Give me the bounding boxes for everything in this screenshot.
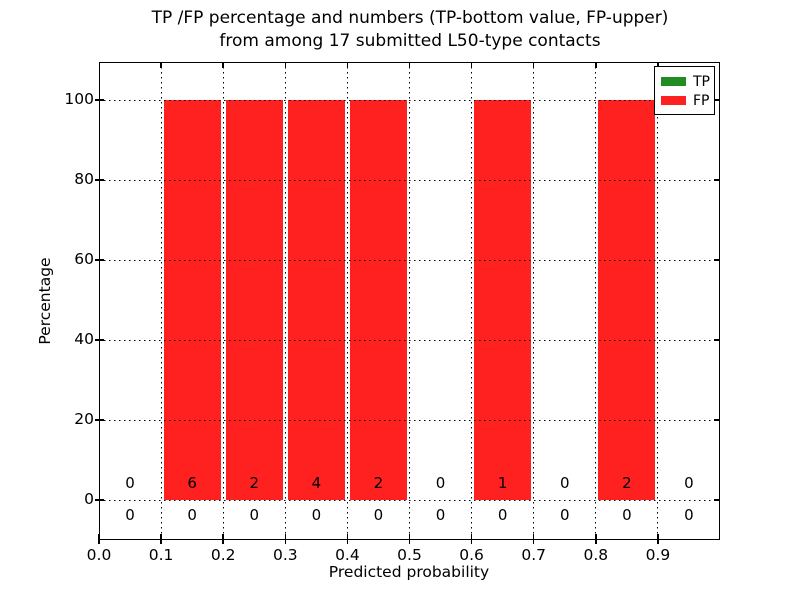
x-tick-mark-top [346, 62, 349, 68]
x-tick-mark [532, 533, 535, 544]
fp-count-label: 4 [311, 474, 322, 492]
y-tick-mark [94, 179, 104, 181]
v-gridline [346, 62, 348, 540]
tp-count-label: 0 [373, 506, 384, 524]
chart-title: TP /FP percentage and numbers (TP-bottom… [110, 7, 710, 53]
y-tick-label: 0 [84, 490, 94, 508]
v-gridline [471, 62, 473, 540]
fp-count-label: 2 [622, 474, 632, 492]
y-tick-mark-right [713, 99, 720, 101]
x-tick-label: 0.4 [335, 546, 360, 564]
x-tick-mark-top [595, 62, 597, 68]
legend-label-fp: FP [693, 92, 710, 109]
y-tick-mark-right [713, 259, 720, 261]
tp-count-label: 0 [435, 506, 446, 524]
y-tick-mark [94, 339, 104, 341]
fp-bar [598, 100, 656, 500]
y-tick-mark [94, 259, 104, 261]
y-tick-mark-right [713, 419, 720, 421]
y-tick-label: 80 [74, 170, 94, 188]
v-gridline [284, 62, 286, 540]
y-tick-mark [94, 99, 104, 101]
x-tick-mark [470, 533, 473, 544]
x-tick-label: 0.2 [210, 546, 236, 564]
tp-count-label: 0 [311, 506, 322, 524]
x-tick-mark [98, 533, 100, 544]
y-tick-mark-right [713, 499, 720, 501]
tp-count-label: 0 [187, 506, 197, 524]
x-tick-label: 0.9 [645, 546, 671, 564]
fp-bar [287, 100, 345, 500]
fp-count-label: 2 [249, 474, 260, 492]
x-tick-mark [160, 533, 162, 544]
fp-count-label: 0 [559, 474, 570, 492]
x-tick-mark [284, 533, 287, 544]
x-tick-mark-top [657, 62, 659, 68]
v-gridline [533, 62, 535, 540]
tp-count-label: 0 [497, 506, 508, 524]
x-tick-mark [222, 533, 224, 544]
y-tick-label: 100 [64, 90, 94, 108]
y-axis-label: Percentage [36, 257, 54, 345]
chart-title-line2: from among 17 submitted L50-type contact… [219, 31, 601, 51]
tp-count-label: 0 [249, 506, 260, 524]
tp-count-label: 0 [622, 506, 632, 524]
tp-count-label: 0 [684, 506, 694, 524]
x-tick-mark [346, 533, 349, 544]
fp-bar [163, 100, 221, 500]
x-tick-mark [657, 533, 659, 544]
v-gridline [657, 62, 659, 540]
v-gridline [409, 62, 410, 540]
fp-bar [474, 100, 532, 500]
x-tick-label: 0.8 [583, 546, 609, 564]
x-tick-mark [408, 533, 411, 544]
x-tick-label: 0.7 [521, 546, 547, 564]
legend: TP FP [654, 66, 715, 115]
fp-count-label: 0 [125, 474, 135, 492]
y-tick-label: 60 [74, 250, 94, 268]
fp-count-label: 2 [373, 474, 384, 492]
x-tick-label: 0.6 [459, 546, 484, 564]
fp-count-label: 1 [497, 474, 508, 492]
x-tick-mark-top [532, 62, 535, 68]
v-gridline [222, 62, 224, 540]
legend-label-tp: TP [693, 73, 710, 90]
y-tick-mark [94, 419, 104, 421]
x-tick-label: 0.5 [397, 546, 422, 564]
y-tick-mark-right [713, 339, 720, 341]
y-tick-mark-right [713, 179, 720, 181]
fp-bar [349, 100, 407, 500]
x-axis-label: Predicted probability [328, 563, 490, 581]
tp-count-label: 0 [559, 506, 570, 524]
x-tick-mark-top [284, 62, 287, 68]
x-tick-label: 0.3 [272, 546, 298, 564]
fp-swatch-icon [661, 96, 686, 105]
x-tick-mark-top [470, 62, 473, 68]
chart-title-line1: TP /FP percentage and numbers (TP-bottom… [151, 8, 669, 28]
legend-row-fp: FP [661, 91, 710, 110]
tp-swatch-icon [661, 77, 686, 86]
x-tick-mark-top [222, 62, 224, 68]
y-tick-mark [94, 499, 104, 501]
tp-count-label: 0 [125, 506, 135, 524]
y-tick-label: 40 [74, 330, 94, 348]
v-gridline [160, 62, 162, 540]
x-tick-mark-top [408, 62, 411, 68]
fp-count-label: 0 [684, 474, 694, 492]
fp-bar [225, 100, 283, 500]
x-tick-mark-top [160, 62, 162, 68]
legend-row-tp: TP [661, 72, 710, 91]
x-tick-label: 0.0 [86, 546, 112, 564]
fp-count-label: 0 [435, 474, 446, 492]
x-tick-mark [595, 533, 597, 544]
x-tick-label: 0.1 [148, 546, 174, 564]
v-gridline [595, 62, 597, 540]
y-tick-label: 20 [74, 410, 94, 428]
fp-count-label: 6 [187, 474, 197, 492]
